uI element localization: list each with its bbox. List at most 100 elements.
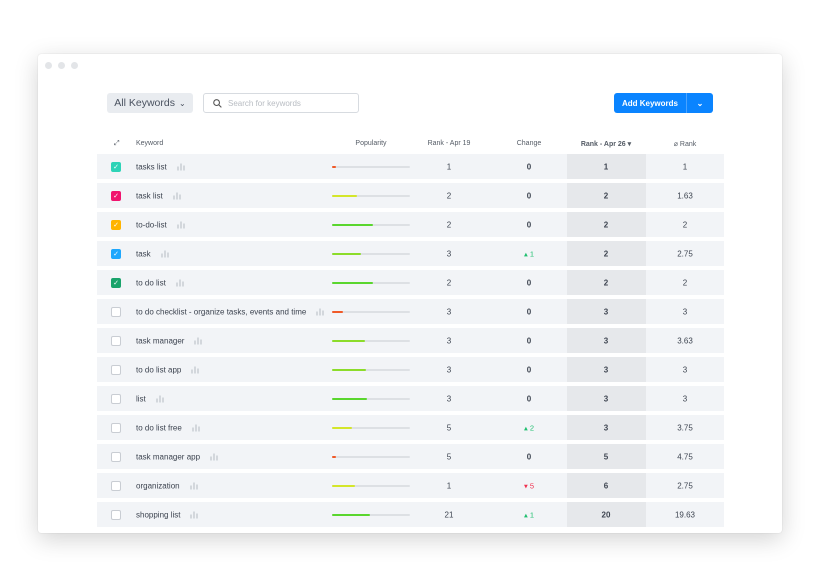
keyword-text: organization (136, 481, 180, 490)
rank-change: 0 (526, 191, 532, 200)
bar-chart-icon[interactable] (175, 279, 184, 286)
rank-curr: 2 (603, 220, 609, 229)
keyword-cell: task (136, 249, 169, 258)
rank-curr-highlight (567, 357, 646, 382)
minimize-window-dot[interactable] (58, 62, 65, 69)
popularity-fill (332, 281, 373, 284)
table-row[interactable]: task manager app 5 0 5 4.75 (97, 444, 724, 469)
keyword-cell: to do list app (136, 365, 200, 374)
popularity-bar (332, 281, 410, 284)
row-checkbox[interactable]: ✓ (111, 248, 121, 259)
bar-chart-icon[interactable] (316, 308, 325, 315)
keyword-text: tasks list (136, 162, 167, 171)
rank-prev: 5 (446, 423, 452, 432)
check-icon: ✓ (113, 279, 119, 287)
row-checkbox[interactable] (111, 364, 121, 375)
bar-chart-icon[interactable] (190, 511, 199, 518)
avg-rank: 4.75 (677, 452, 693, 461)
rank-prev: 5 (446, 452, 452, 461)
row-checkbox[interactable]: ✓ (111, 161, 121, 172)
col-keyword[interactable]: Keyword (136, 140, 164, 147)
col-rank-prev[interactable]: Rank - Apr 19 (427, 140, 471, 147)
keyword-cell: to do checklist - organize tasks, events… (136, 307, 325, 316)
popularity-bar (332, 252, 410, 255)
rank-curr-highlight (567, 270, 646, 295)
window-controls (45, 62, 78, 69)
bar-chart-icon[interactable] (191, 424, 200, 431)
popularity-fill (332, 339, 365, 342)
add-keywords-dropdown[interactable]: ⌄ (687, 93, 713, 113)
rank-change: 0 (526, 278, 532, 287)
rank-curr: 3 (603, 365, 609, 374)
table-row[interactable]: ✓ to-do-list 2 0 2 2 (97, 212, 724, 237)
row-checkbox[interactable] (111, 393, 121, 404)
table-row[interactable]: shopping list 21 ▴ 1 20 19.63 (97, 502, 724, 527)
table-row[interactable]: task manager 3 0 3 3.63 (97, 328, 724, 353)
table-row[interactable]: ✓ to do list 2 0 2 2 (97, 270, 724, 295)
check-icon: ✓ (113, 163, 119, 171)
table-row[interactable]: to do list app 3 0 3 3 (97, 357, 724, 382)
keyword-text: list (136, 394, 146, 403)
bar-chart-icon[interactable] (189, 482, 198, 489)
chart-toggle-icon[interactable]: ⤢ (114, 140, 120, 147)
popularity-bar (332, 513, 410, 516)
row-checkbox[interactable] (111, 422, 121, 433)
check-icon: ✓ (113, 221, 119, 229)
row-checkbox[interactable]: ✓ (111, 219, 121, 230)
keyword-cell: organization (136, 481, 198, 490)
bar-chart-icon[interactable] (160, 250, 169, 257)
table-row[interactable]: ✓ task 3 ▴ 1 2 2.75 (97, 241, 724, 266)
keyword-text: to do list free (136, 423, 182, 432)
keyword-text: task list (136, 191, 163, 200)
row-checkbox[interactable] (111, 509, 121, 520)
bar-chart-icon[interactable] (191, 366, 200, 373)
keyword-filter-dropdown[interactable]: All Keywords ⌄ (107, 93, 193, 113)
col-avg-rank[interactable]: ⌀ Rank (673, 141, 697, 148)
rank-curr-highlight (567, 328, 646, 353)
table-row[interactable]: ✓ task list 2 0 2 1.63 (97, 183, 724, 208)
rank-change: 0 (526, 452, 532, 461)
rank-change: ▴ 1 (523, 510, 535, 519)
row-checkbox[interactable]: ✓ (111, 190, 121, 201)
add-keywords-button[interactable]: Add Keywords (614, 93, 687, 113)
rank-change: 0 (526, 394, 532, 403)
popularity-bar (332, 194, 410, 197)
bar-chart-icon[interactable] (194, 337, 203, 344)
rank-curr-highlight (567, 212, 646, 237)
table-row[interactable]: list 3 0 3 3 (97, 386, 724, 411)
search-input[interactable] (228, 98, 348, 108)
close-window-dot[interactable] (45, 62, 52, 69)
rank-prev: 3 (446, 307, 452, 316)
row-checkbox[interactable] (111, 335, 121, 346)
rank-change: 0 (526, 365, 532, 374)
row-checkbox[interactable]: ✓ (111, 277, 121, 288)
bar-chart-icon[interactable] (155, 395, 164, 402)
rank-curr: 3 (603, 307, 609, 316)
keyword-cell: shopping list (136, 510, 199, 519)
keyword-text: to-do-list (136, 220, 167, 229)
maximize-window-dot[interactable] (71, 62, 78, 69)
rank-prev: 2 (446, 191, 452, 200)
table-row[interactable]: ✓ tasks list 1 0 1 1 (97, 154, 724, 179)
search-box[interactable] (203, 93, 359, 113)
keyword-text: shopping list (136, 510, 181, 519)
bar-chart-icon[interactable] (210, 453, 219, 460)
popularity-fill (332, 455, 336, 458)
row-checkbox[interactable] (111, 306, 121, 317)
table-row[interactable]: organization 1 ▾ 5 6 2.75 (97, 473, 724, 498)
popularity-bar (332, 223, 410, 226)
table-row[interactable]: to do list free 5 ▴ 2 3 3.75 (97, 415, 724, 440)
col-popularity[interactable]: Popularity (355, 140, 387, 147)
rank-change: 0 (526, 162, 532, 171)
popularity-fill (332, 513, 371, 516)
bar-chart-icon[interactable] (176, 221, 185, 228)
table-row[interactable]: to do checklist - organize tasks, events… (97, 299, 724, 324)
rank-change: 0 (526, 307, 532, 316)
bar-chart-icon[interactable] (176, 163, 185, 170)
row-checkbox[interactable] (111, 451, 121, 462)
bar-chart-icon[interactable] (172, 192, 181, 199)
col-change[interactable]: Change (516, 140, 542, 147)
col-rank-curr[interactable]: Rank - Apr 26 ▾ (580, 141, 632, 148)
row-checkbox[interactable] (111, 480, 121, 491)
rank-curr: 20 (601, 510, 611, 519)
